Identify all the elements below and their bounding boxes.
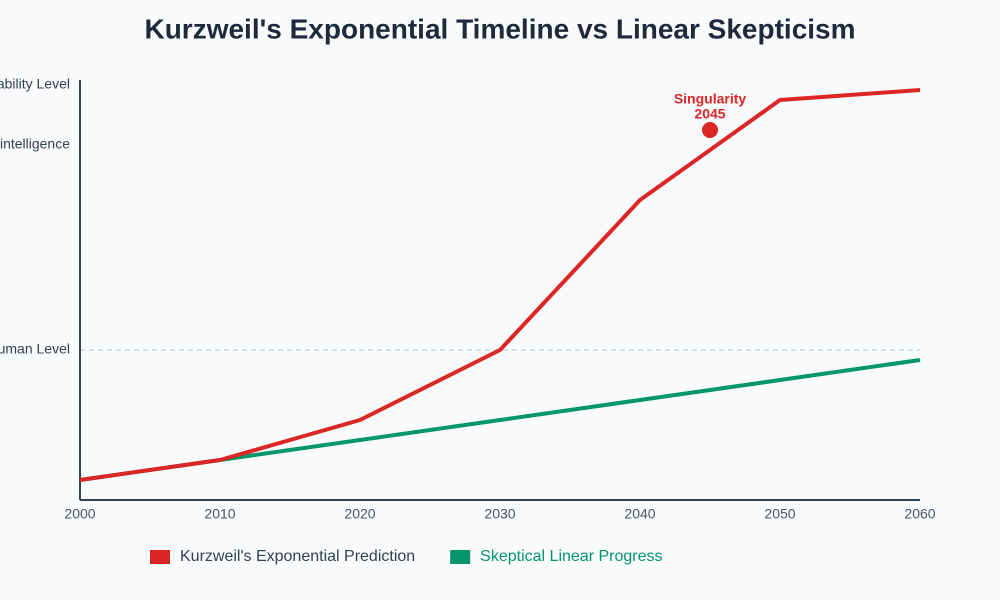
legend-label: Skeptical Linear Progress bbox=[480, 548, 662, 565]
x-tick-label: 2000 bbox=[64, 506, 95, 522]
singularity-marker bbox=[702, 122, 718, 138]
x-tick-label: 2040 bbox=[624, 506, 655, 522]
annotation-text: Singularity bbox=[674, 91, 747, 107]
y-axis-label: Capability Level bbox=[0, 76, 70, 92]
y-tick-label: Human Level bbox=[0, 341, 70, 357]
x-tick-label: 2050 bbox=[764, 506, 795, 522]
x-tick-label: 2030 bbox=[484, 506, 515, 522]
chart-title: Kurzweil's Exponential Timeline vs Linea… bbox=[144, 13, 855, 44]
series-line bbox=[79, 88, 921, 482]
legend-swatch bbox=[450, 550, 471, 564]
annotation-text: 2045 bbox=[694, 106, 725, 122]
x-tick-label: 2010 bbox=[204, 506, 235, 522]
legend-label: Kurzweil's Exponential Prediction bbox=[180, 548, 415, 565]
y-tick-label: Superintelligence bbox=[0, 136, 70, 152]
legend-swatch bbox=[150, 550, 170, 564]
x-tick-label: 2060 bbox=[904, 506, 935, 522]
x-tick-label: 2020 bbox=[344, 506, 375, 522]
